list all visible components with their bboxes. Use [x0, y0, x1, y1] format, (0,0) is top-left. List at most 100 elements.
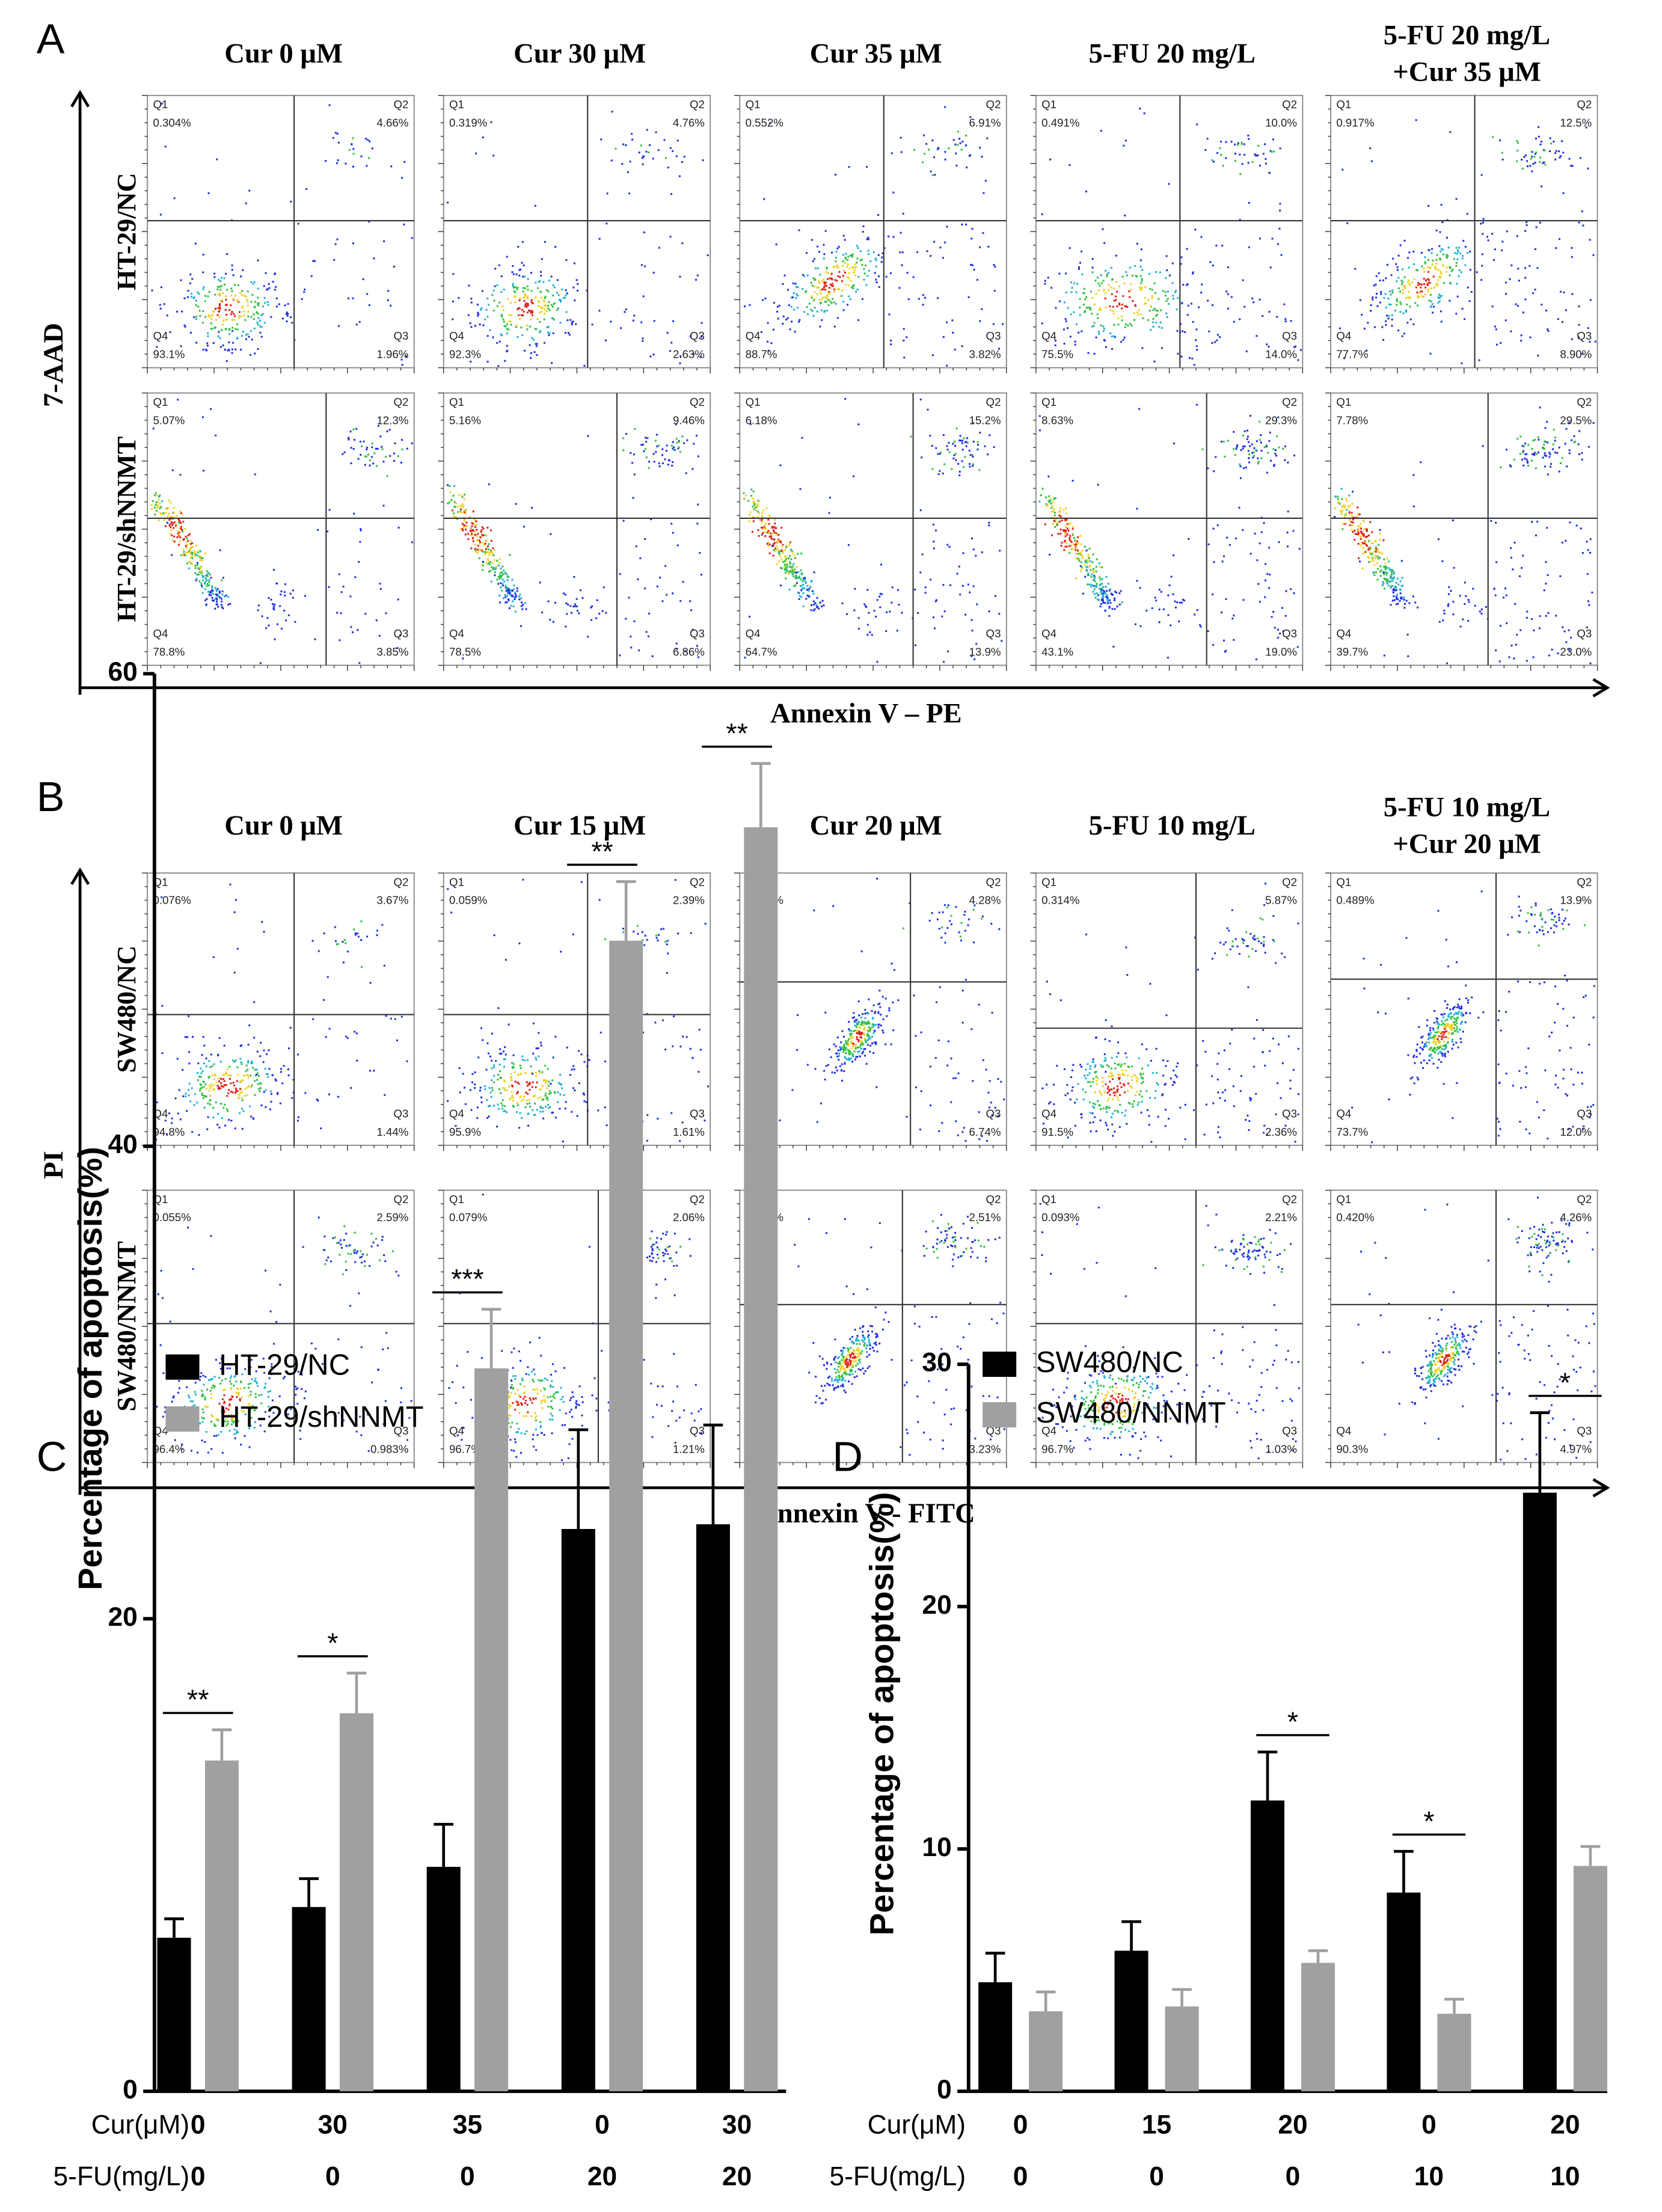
event-dot [191, 554, 193, 556]
event-dot [194, 553, 196, 555]
event-dot [1501, 158, 1504, 161]
event-dot [1360, 538, 1362, 540]
event-dot [470, 535, 472, 537]
event-dot [971, 538, 974, 540]
event-dot [1510, 465, 1512, 468]
column-header: Cur 15 μM [514, 810, 646, 841]
event-dot [1376, 562, 1378, 565]
event-dot [1172, 295, 1174, 297]
event-dot [1215, 456, 1217, 458]
event-dot [1136, 242, 1138, 245]
event-dot [1253, 455, 1255, 457]
event-dot [1524, 298, 1527, 301]
event-dot [1195, 403, 1198, 406]
event-dot [1103, 590, 1106, 593]
event-dot [743, 497, 746, 500]
event-dot [1092, 569, 1094, 572]
event-dot [216, 1085, 219, 1087]
event-dot [631, 462, 634, 464]
event-dot [931, 174, 934, 176]
event-dot [365, 455, 367, 458]
event-dot [1334, 507, 1336, 510]
event-dot [1377, 551, 1379, 553]
event-dot [1393, 599, 1396, 601]
event-dot [1375, 571, 1378, 574]
event-dot [857, 276, 860, 278]
event-dot [1372, 296, 1374, 299]
event-dot [1337, 500, 1340, 503]
event-dot [340, 612, 342, 614]
event-dot [1350, 521, 1352, 523]
event-dot [1069, 540, 1072, 542]
event-dot [562, 296, 565, 299]
event-dot [1265, 162, 1268, 165]
event-dot [1087, 560, 1089, 563]
plot-frame [147, 392, 415, 666]
event-dot [1517, 268, 1519, 270]
event-dot [619, 573, 621, 575]
event-dot [780, 550, 783, 552]
event-dot [501, 571, 503, 574]
event-dot [1111, 335, 1113, 338]
event-dot [1072, 528, 1074, 530]
event-dot [1243, 305, 1246, 308]
event-dot [992, 323, 995, 325]
event-dot [838, 271, 841, 273]
event-dot [752, 506, 754, 508]
event-dot [1369, 310, 1372, 312]
event-dot [375, 447, 377, 450]
event-dot [1056, 524, 1058, 526]
event-dot [233, 972, 236, 974]
event-dot [1132, 300, 1134, 302]
event-dot [267, 1076, 269, 1078]
event-dot [1377, 568, 1379, 570]
event-dot [174, 1097, 177, 1100]
event-dot [197, 305, 200, 308]
event-dot [756, 503, 758, 506]
event-dot [948, 451, 951, 453]
event-dot [1066, 523, 1069, 525]
event-dot [595, 617, 598, 619]
event-dot [510, 605, 512, 607]
event-dot [385, 612, 387, 614]
event-dot [1375, 557, 1377, 560]
event-dot [823, 281, 826, 284]
event-dot [1352, 518, 1355, 521]
event-dot [1534, 438, 1536, 441]
event-dot [486, 551, 489, 553]
event-dot [161, 513, 163, 515]
event-dot [197, 567, 200, 569]
event-dot [1540, 141, 1542, 143]
event-dot [666, 332, 669, 334]
event-dot [892, 236, 895, 238]
row-label: HT-29/NC [111, 173, 141, 290]
event-dot [206, 573, 209, 575]
event-dot [1372, 556, 1374, 559]
event-dot [1134, 265, 1136, 268]
event-dot [1098, 599, 1100, 601]
event-dot [880, 593, 883, 595]
event-dot [1102, 589, 1105, 592]
event-dot [259, 1090, 261, 1092]
event-dot [854, 269, 856, 271]
event-dot [1153, 360, 1156, 363]
event-dot [841, 602, 844, 604]
event-dot [1138, 309, 1141, 311]
event-dot [1075, 291, 1078, 293]
event-dot [177, 530, 179, 533]
event-dot [473, 518, 476, 521]
event-dot [988, 610, 990, 613]
event-dot [1399, 244, 1402, 247]
event-dot [253, 1037, 256, 1039]
quadrant-name: Q1 [746, 396, 761, 408]
event-dot [1112, 310, 1115, 312]
event-dot [228, 328, 231, 330]
event-dot [369, 459, 371, 462]
event-dot [1544, 164, 1547, 166]
event-dot [1399, 290, 1401, 293]
event-dot [1384, 577, 1386, 580]
event-dot [513, 584, 515, 587]
event-dot [856, 288, 859, 290]
event-dot [1100, 589, 1103, 591]
event-dot [1358, 560, 1361, 563]
